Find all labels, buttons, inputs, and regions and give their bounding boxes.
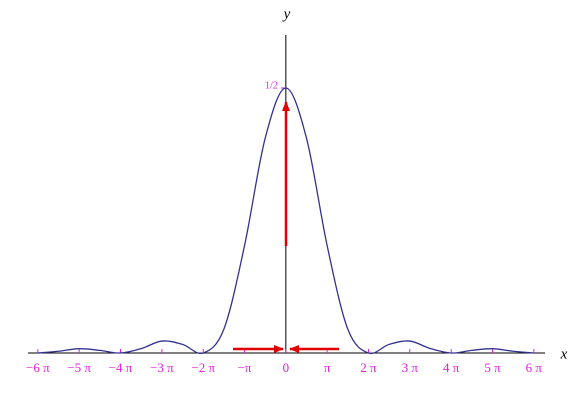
x-tick-label: 5 π — [484, 360, 501, 375]
x-axis-label: x — [560, 346, 568, 362]
x-tick-label: −6 π — [26, 360, 50, 375]
x-tick-label: π — [324, 360, 331, 375]
x-tick-label: 6 π — [526, 360, 543, 375]
x-tick-label: 0 — [283, 360, 290, 375]
annotation-arrows — [233, 101, 339, 353]
curve — [37, 87, 534, 355]
x-tick-label: 4 π — [443, 360, 460, 375]
x-tick-label: −π — [238, 360, 252, 375]
x-tick-label: −5 π — [67, 360, 91, 375]
x-tick-label: 3 π — [402, 360, 419, 375]
y-axis-label: y — [282, 6, 291, 22]
x-tick-label: −3 π — [150, 360, 174, 375]
y-tick-label: 1/2 — [265, 80, 278, 91]
x-tick-label: 2 π — [360, 360, 377, 375]
x-tick-label: −2 π — [191, 360, 215, 375]
x-tick-label: −4 π — [109, 360, 133, 375]
